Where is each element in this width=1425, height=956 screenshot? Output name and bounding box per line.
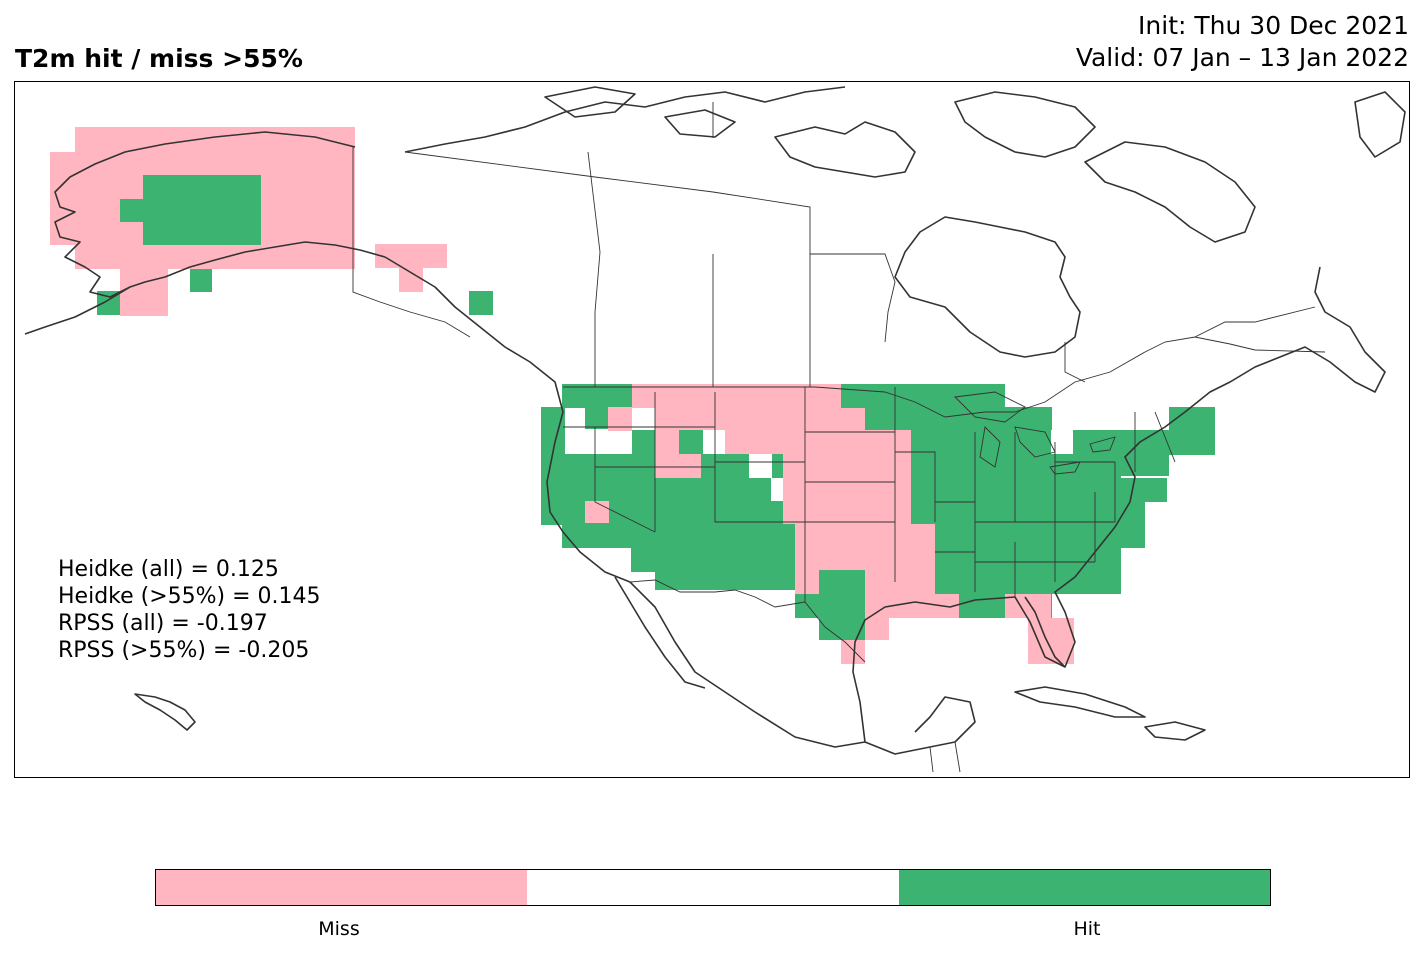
hit-cell [585, 407, 609, 429]
miss-cell [632, 384, 656, 408]
hit-cell [679, 430, 703, 454]
arctic-island [954, 91, 1096, 158]
heidke-55: Heidke (>55%) = 0.145 [58, 584, 321, 609]
arctic-island [544, 86, 636, 118]
great-lakes [954, 391, 1026, 423]
canada-province-border [810, 253, 896, 343]
miss-cell [1028, 618, 1074, 664]
colorbar-label-hit: Hit [1073, 918, 1101, 940]
hit-cell [120, 199, 143, 222]
yucatan [864, 696, 976, 755]
hawaii [134, 693, 196, 731]
miss-cell [375, 244, 447, 268]
arctic-coast [404, 86, 846, 153]
map-svg [24, 86, 1406, 773]
hispaniola [1144, 721, 1206, 741]
init-date: Init: Thu 30 Dec 2021 [1138, 11, 1409, 40]
colorbar-hit [898, 870, 1270, 905]
miss-cell [399, 268, 423, 292]
hit-cell [1143, 478, 1167, 502]
hit-cell [469, 291, 493, 315]
colorbar-label-miss: Miss [318, 918, 360, 940]
great-lakes [1014, 426, 1056, 458]
great-lakes [1089, 436, 1116, 453]
miss-cell [50, 152, 75, 245]
hit-cell [911, 430, 1051, 524]
hit-cell [631, 548, 655, 572]
hit-cell [841, 594, 865, 618]
hit-cell [1028, 407, 1052, 430]
great-lakes [1049, 461, 1081, 475]
great-lakes [979, 426, 1001, 468]
state-border [975, 411, 1176, 597]
hit-cell [655, 548, 747, 590]
arctic-island [1354, 91, 1406, 158]
pacific-coast [384, 256, 866, 748]
hit-cell [1169, 407, 1215, 455]
miss-cell [911, 570, 933, 594]
borders [352, 102, 1326, 773]
hit-cell [585, 384, 633, 408]
map-title: T2m hit / miss >55% [15, 44, 303, 73]
state-border [563, 387, 806, 602]
arctic-island [1084, 141, 1256, 243]
canada-province-border [594, 176, 811, 387]
hit-cell [632, 430, 656, 454]
hit-cell [562, 384, 586, 408]
baja-peninsula [614, 576, 706, 689]
hit-cell [143, 175, 261, 245]
alaska-canada-border [352, 147, 471, 338]
date-info: Init: Thu 30 Dec 2021 Valid: 07 Jan – 13… [1076, 10, 1409, 74]
hit-cell [747, 524, 795, 590]
alaska-coast [54, 131, 386, 298]
hudson-bay [894, 216, 1081, 358]
arctic-island [774, 121, 916, 178]
rpss-55: RPSS (>55%) = -0.205 [58, 638, 310, 663]
hit-cell [190, 269, 212, 292]
hit-cell [1051, 454, 1121, 594]
state-border [805, 387, 1115, 592]
miss-cell [655, 384, 795, 430]
colorbar-miss [156, 870, 528, 905]
miss-cell [655, 430, 679, 454]
coastlines [24, 86, 1406, 755]
skill-scores: Heidke (all) = 0.125 Heidke (>55%) = 0.1… [58, 556, 321, 664]
map-panel [14, 81, 1410, 778]
aleutian-chain [24, 286, 131, 335]
florida [1024, 596, 1066, 668]
hit-cell [541, 501, 565, 525]
miss-cell [120, 269, 168, 316]
cuba [1014, 686, 1146, 718]
miss-cell [1005, 594, 1051, 618]
hit-cell [747, 478, 771, 524]
arctic-island [664, 109, 736, 138]
gulf-coast [852, 501, 1131, 743]
colorbar-neutral [527, 870, 899, 905]
hit-cell [701, 454, 749, 478]
hit-cell [583, 524, 631, 548]
central-america-border [929, 741, 961, 773]
canada-province-border [1064, 342, 1086, 383]
canada-province-border [404, 151, 596, 178]
miss-cell [585, 501, 609, 523]
miss-cell [783, 430, 877, 524]
canada-province-border [1194, 306, 1316, 338]
heidke-all: Heidke (all) = 0.125 [58, 557, 279, 582]
miss-cell [795, 524, 865, 570]
valid-range: Valid: 07 Jan – 13 Jan 2022 [1075, 43, 1409, 72]
hit-cell [631, 478, 747, 548]
colorbar [155, 869, 1271, 906]
atlantic-coast [1124, 266, 1386, 503]
us-canada-border [563, 336, 1326, 418]
us-mexico-border [629, 579, 866, 663]
rpss-all: RPSS (all) = -0.197 [58, 611, 268, 636]
hit-cell [889, 407, 1029, 430]
canada-province-border [587, 151, 601, 387]
miss-cell [655, 454, 701, 478]
